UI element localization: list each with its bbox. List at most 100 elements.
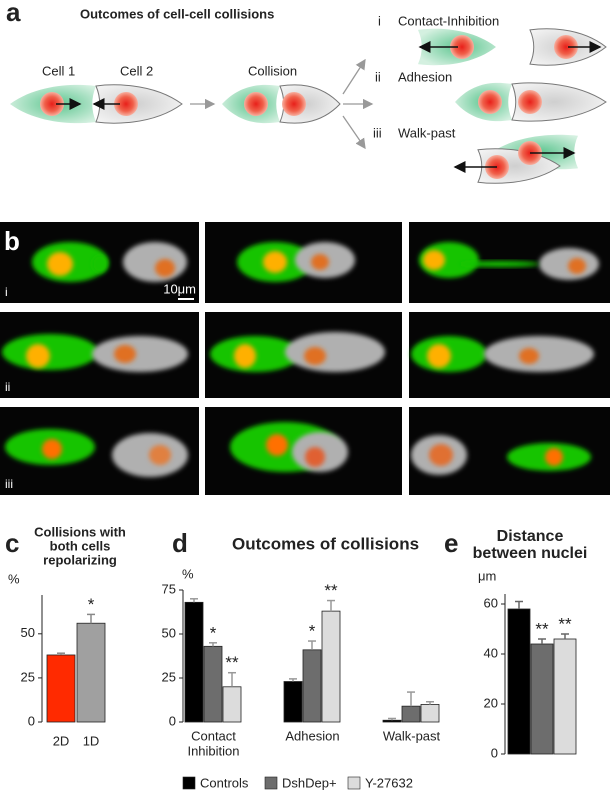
significance: ** [225,653,239,672]
y-tick-label: 25 [21,669,35,684]
y-tick-label: 20 [484,695,498,710]
significance: ** [535,619,549,638]
outcome-name: Contact-Inhibition [398,13,499,28]
nucleus [40,92,64,116]
bar [203,645,223,723]
y-tick-label: 75 [162,581,176,596]
bar [507,608,531,755]
y-tick-label: 40 [484,645,498,660]
bar [420,704,440,723]
bar [184,601,204,723]
bar [46,654,76,723]
cell-image [47,252,73,276]
cell-image [263,251,287,273]
cell-image [285,332,385,372]
bar [530,643,554,755]
x-tick-label: 1D [83,733,100,748]
cell-image [92,255,108,273]
cell-image [305,447,325,467]
cell-image [304,347,326,365]
significance: * [309,622,316,641]
significance: * [210,623,217,642]
chart-title: Distance [497,528,564,545]
legend-swatch [347,776,361,790]
nucleus [478,90,502,114]
nucleus [554,35,578,59]
panel-label: a [6,0,21,27]
outcome-numeral: i [378,13,381,28]
y-tick-label: 0 [169,713,176,728]
legend-label: Controls [200,775,249,790]
significance: ** [324,581,338,600]
cell-label: Collision [248,63,297,78]
y-unit: % [8,571,20,586]
legend-swatch [264,776,278,790]
significance: * [88,595,95,614]
significance: ** [558,614,572,633]
panel-label: d [172,528,188,558]
cell-label: Cell 1 [42,63,75,78]
row-label: i [5,285,8,299]
cell-image [26,344,50,368]
x-tick-label: Walk-past [383,728,441,743]
panel-label: e [444,528,458,558]
micrographs [0,222,610,495]
outcome-name: Adhesion [398,69,452,84]
cell-image [423,250,445,270]
bar [321,610,341,723]
cell-image [484,336,594,372]
y-tick-label: 25 [162,669,176,684]
cell-image [429,444,453,466]
nucleus [114,92,138,116]
y-tick-label: 50 [21,625,35,640]
nucleus [282,92,306,116]
scale-bar-label: 10μm [163,281,196,296]
legend-label: Y-27632 [365,775,413,790]
bar [76,622,106,723]
panel-title: Outcomes of cell-cell collisions [80,6,274,21]
x-tick-label: 2D [53,733,70,748]
cell-image [545,448,563,466]
bar [401,705,421,723]
cell-image [155,259,175,277]
panel-label: c [5,528,19,558]
y-tick-label: 0 [491,745,498,760]
cell-image [149,445,171,465]
legend-swatch [182,776,196,790]
cell-image [427,344,451,368]
flow-arrow [342,115,366,150]
flow-arrow [342,58,366,95]
cell-label: Cell 2 [120,63,153,78]
bar [553,638,577,755]
outcome-numeral: iii [373,125,382,140]
y-tick-label: 50 [162,625,176,640]
cell-image [92,336,188,372]
nucleus [244,92,268,116]
y-unit: % [182,566,194,581]
bar [382,719,402,723]
cell-image [2,334,98,370]
row-label: iii [5,477,13,491]
x-tick-label: Inhibition [187,743,239,758]
chart-title: Collisions with [34,524,126,539]
nucleus [518,90,542,114]
cell-image [568,258,586,274]
x-tick-label: Contact [191,728,236,743]
x-tick-label: Adhesion [285,728,339,743]
outcome-numeral: ii [375,69,381,84]
y-tick-label: 0 [28,713,35,728]
cell-image [519,348,539,364]
y-unit: μm [478,568,496,583]
chart-title: Outcomes of collisions [232,534,419,553]
cell-image [266,434,288,456]
chart-title: repolarizing [43,552,117,567]
bar [302,649,322,723]
nucleus [450,35,474,59]
cell-image [311,254,329,270]
chart-title: both cells [50,538,111,553]
bar [283,681,303,723]
cell-image [459,261,539,267]
panel-label: b [4,226,20,256]
y-tick-label: 60 [484,595,498,610]
cell-image [123,242,187,282]
